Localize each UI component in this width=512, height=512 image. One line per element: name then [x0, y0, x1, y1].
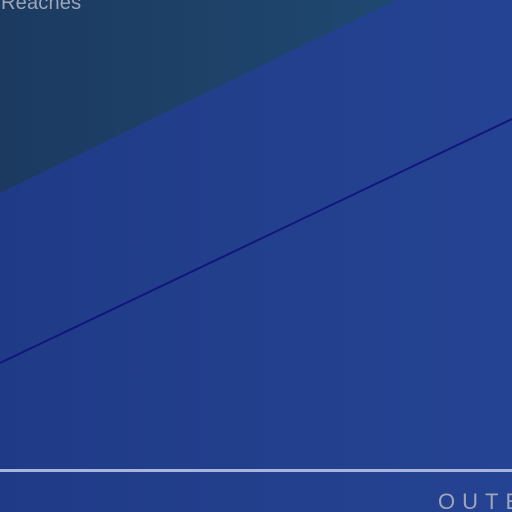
- diagonal-line: [0, 118, 512, 364]
- teal-diagonal-panel: [0, 0, 396, 193]
- footer-text: OUTE: [438, 489, 512, 512]
- heading-text: Reaches: [1, 0, 82, 14]
- horizontal-divider: [0, 469, 512, 472]
